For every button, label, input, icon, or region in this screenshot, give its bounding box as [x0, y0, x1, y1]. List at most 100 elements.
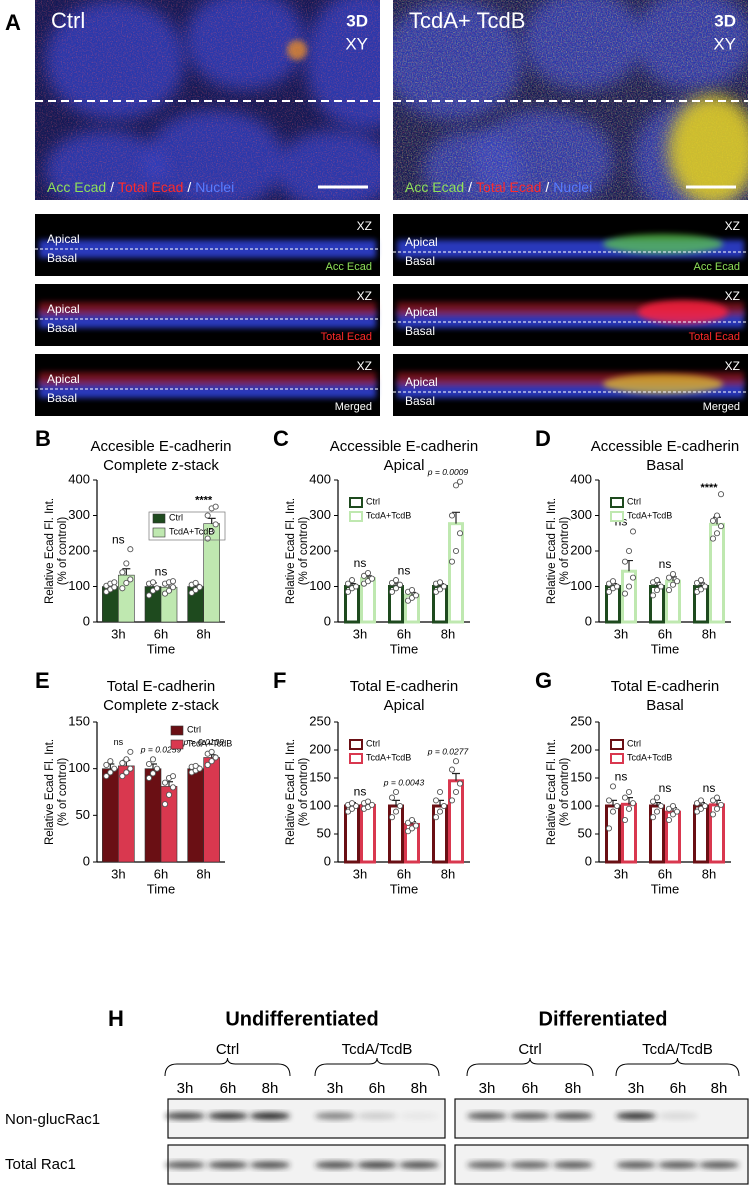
data-point [412, 822, 420, 829]
data-point [348, 800, 356, 807]
y-tick-label: 100 [68, 760, 90, 775]
bar [118, 765, 135, 863]
data-point [107, 769, 114, 776]
bar [187, 768, 204, 863]
stain-legend: Acc Ecad / Total Ecad / Nuclei [47, 179, 234, 195]
band [165, 1161, 205, 1169]
data-point [404, 597, 412, 604]
data-point [605, 797, 613, 804]
x-tick-label: 3h [111, 626, 125, 641]
data-point [364, 569, 372, 577]
separator: / [468, 179, 472, 195]
x-axis-label: Time [390, 881, 418, 896]
error-bar [122, 568, 131, 576]
legend-label: Ctrl [627, 738, 641, 748]
y-axis-label: (% of control) [57, 517, 69, 586]
blot [454, 1098, 749, 1139]
legend-swatch [349, 511, 363, 522]
data-point [119, 773, 126, 780]
legend-swatch [152, 513, 166, 524]
data-point [709, 517, 717, 524]
data-point [609, 808, 617, 815]
y-tick-label: 200 [570, 542, 592, 557]
band [208, 1161, 248, 1169]
data-point [204, 512, 211, 519]
condition-label: Ctrl [216, 1041, 239, 1058]
chart-title: Complete z-stack [103, 457, 219, 474]
y-axis-label: (% of control) [559, 758, 571, 827]
data-point [605, 825, 613, 832]
y-tick-label: 200 [309, 542, 331, 557]
data-point [344, 580, 352, 587]
legend-label: Ctrl [187, 724, 201, 734]
lane-label: 6h [220, 1080, 237, 1097]
xz-apical: Apical [405, 375, 438, 389]
data-point [709, 797, 717, 804]
xz-channel: Acc Ecad [694, 261, 740, 273]
data-point [392, 788, 400, 796]
x-tick-label: 8h [196, 866, 210, 881]
legend-label: TcdA+TcdB [627, 510, 672, 520]
panel-label: D [535, 426, 551, 451]
significance-label: ns [659, 557, 672, 571]
data-point [408, 816, 416, 824]
band [553, 1112, 593, 1120]
y-tick-label: 0 [585, 853, 592, 868]
x-axis-label: Time [390, 641, 418, 656]
blot [167, 1098, 446, 1139]
panel-label: C [273, 426, 289, 451]
panel-label: H [108, 1006, 124, 1031]
blob [668, 95, 748, 200]
data-point [669, 802, 677, 810]
x-tick-label: 6h [397, 866, 411, 881]
legend-swatch [170, 725, 184, 736]
data-point [123, 560, 130, 567]
data-point [388, 794, 396, 801]
data-point [653, 587, 661, 594]
data-point [119, 569, 126, 576]
significance-label: ns [114, 737, 124, 747]
error-bar [452, 511, 460, 524]
bar [144, 768, 162, 863]
y-tick-label: 100 [570, 578, 592, 593]
image-title: TcdA+ TcdB [409, 8, 525, 33]
data-point [657, 802, 665, 810]
chart-title: Total E-cadherin [107, 678, 215, 695]
chart-title: Apical [384, 697, 425, 714]
xz-view: XZ [357, 359, 372, 373]
data-point [713, 512, 721, 519]
y-axis-label: (% of control) [298, 758, 310, 827]
y-tick-label: 100 [570, 797, 592, 812]
x-tick-label: 3h [353, 626, 367, 641]
chart-title: Apical [384, 457, 425, 474]
x-tick-label: 3h [614, 866, 628, 881]
data-point [127, 765, 134, 772]
data-point [649, 798, 657, 805]
group-title: Undifferentiated [225, 1008, 378, 1030]
data-point [657, 583, 665, 590]
data-point [392, 585, 400, 592]
data-point [621, 794, 629, 801]
data-point [111, 765, 118, 772]
data-point [448, 797, 456, 804]
y-axis-label: Relative Ecad Fl. Int. [44, 739, 56, 845]
x-axis-label: Time [651, 641, 679, 656]
legend-label: TcdA+TcdB [187, 738, 232, 748]
y-tick-label: 400 [68, 471, 90, 486]
legend-label: TcdA+TcdB [627, 752, 672, 762]
legend-swatch [349, 753, 363, 764]
chart-title: Basal [646, 697, 684, 714]
xz-view: XZ [357, 219, 372, 233]
x-axis-label: Time [147, 641, 175, 656]
panel-label: G [535, 668, 552, 693]
lane-label: 3h [479, 1080, 496, 1097]
data-point [436, 808, 444, 815]
data-point [701, 583, 709, 590]
y-tick-label: 200 [309, 741, 331, 756]
y-tick-label: 0 [585, 613, 592, 628]
data-point [673, 808, 681, 815]
data-point [149, 579, 157, 586]
legend-label: TcdA+TcdB [366, 752, 411, 762]
band [658, 1161, 698, 1169]
panel-label: B [35, 426, 51, 451]
